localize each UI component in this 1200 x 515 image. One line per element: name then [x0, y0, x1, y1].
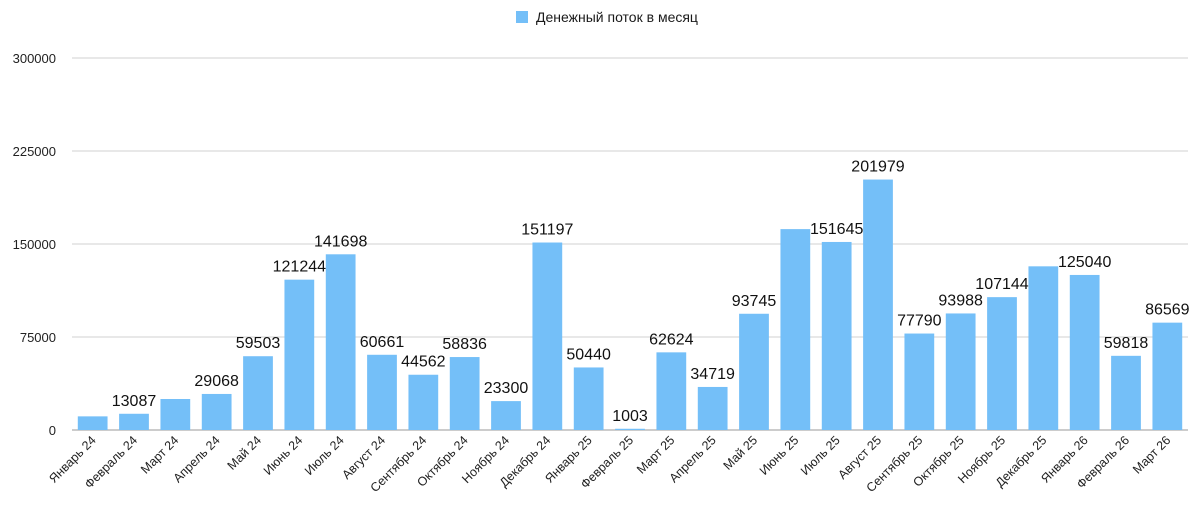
data-label: 93988 — [938, 292, 983, 309]
bar — [243, 356, 273, 430]
data-label: 93745 — [732, 293, 777, 310]
bar — [945, 313, 976, 430]
bar — [615, 428, 645, 430]
data-label: 58836 — [442, 336, 487, 353]
bar — [160, 399, 191, 430]
x-tick-label: Май 25 — [721, 433, 761, 473]
bar — [449, 357, 480, 430]
y-tick-label: 225000 — [13, 144, 56, 159]
data-label: 141698 — [314, 233, 367, 250]
y-tick-label: 300000 — [13, 51, 56, 66]
bar — [77, 416, 108, 430]
x-tick-label: Май 24 — [225, 433, 265, 473]
bar — [780, 229, 811, 430]
bar — [697, 386, 728, 430]
data-label: 201979 — [851, 159, 904, 176]
bar — [1152, 322, 1183, 430]
data-label: 59818 — [1104, 335, 1149, 352]
bars — [77, 179, 1183, 430]
x-tick-label: Июнь 24 — [261, 433, 306, 478]
bar — [408, 374, 439, 430]
data-label: 60661 — [360, 334, 405, 351]
bar — [821, 241, 852, 430]
data-label: 44562 — [401, 354, 446, 371]
data-label: 59503 — [236, 335, 281, 352]
data-label: 62624 — [649, 331, 694, 348]
legend: Денежный поток в месяц — [516, 9, 698, 25]
y-axis-ticks: 0 75000 150000 225000 300000 — [13, 51, 56, 438]
data-label: 151645 — [810, 221, 863, 238]
bar — [284, 279, 315, 430]
data-label: 50440 — [566, 346, 611, 363]
data-label: 1003 — [612, 408, 648, 425]
data-label: 86569 — [1145, 302, 1190, 319]
data-label: 121244 — [273, 259, 326, 276]
x-tick-label: Июнь 25 — [757, 433, 802, 478]
data-label: 151197 — [521, 222, 573, 239]
y-tick-label: 0 — [49, 423, 56, 438]
legend-label: Денежный поток в месяц — [536, 9, 698, 25]
x-tick-label: Март 26 — [1130, 433, 1173, 476]
data-label: 77790 — [897, 313, 942, 330]
bar — [1111, 355, 1141, 430]
data-label: 125040 — [1058, 254, 1111, 271]
bar — [863, 179, 893, 430]
bar — [367, 354, 397, 430]
data-label: 107144 — [975, 276, 1028, 293]
y-tick-label: 75000 — [20, 330, 56, 345]
bar — [201, 393, 232, 430]
data-label: 29068 — [194, 373, 239, 390]
legend-swatch — [516, 11, 528, 23]
bar — [987, 297, 1017, 430]
bar — [904, 333, 935, 430]
gridlines — [72, 57, 1188, 431]
bar — [739, 313, 769, 430]
data-labels: 13087 29068 59503 121244 141698 60661 44562588… — [112, 159, 1190, 425]
bar — [325, 254, 356, 430]
y-tick-label: 150000 — [13, 237, 56, 252]
bar — [1069, 274, 1100, 430]
bar — [491, 401, 521, 430]
bar — [573, 367, 604, 430]
bar — [119, 413, 149, 430]
bar — [532, 242, 563, 430]
data-label: 34719 — [690, 366, 735, 383]
bar — [656, 352, 687, 430]
bar — [1028, 266, 1059, 430]
data-label: 23300 — [484, 380, 529, 397]
data-label: 13087 — [112, 393, 157, 410]
